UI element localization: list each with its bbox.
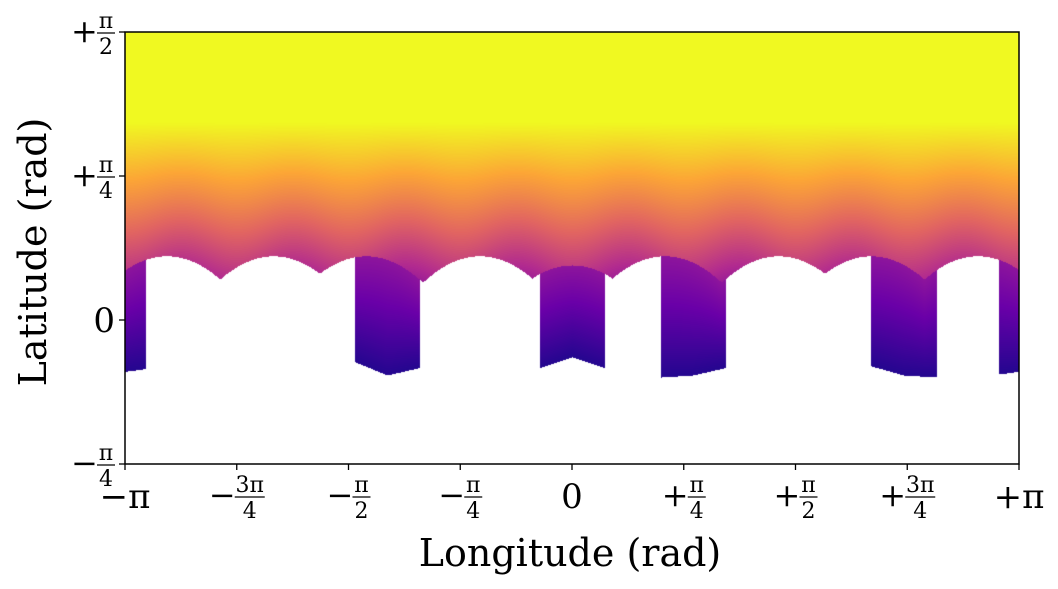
y-axis-title: Latitude (rad)	[11, 118, 55, 387]
x-axis-title: Longitude (rad)	[419, 531, 722, 575]
x-tick-label-sign: +	[774, 476, 801, 514]
y-tick-label-den: 4	[99, 467, 113, 492]
y-tick-label-den: 2	[99, 35, 113, 60]
x-tick-label-text: 0	[561, 477, 583, 517]
x-tick-label-num: π	[690, 473, 704, 498]
x-tick-label-num: π	[466, 473, 480, 498]
x-tick-label-den: 4	[913, 499, 927, 524]
x-tick-label: −3π4	[209, 473, 265, 524]
x-tick-label-den: 2	[802, 499, 816, 524]
y-tick-label: − π4	[71, 441, 115, 492]
x-tick-label: +π	[994, 477, 1045, 517]
x-tick-label-sign: +	[662, 476, 689, 514]
x-tick-label-sign: +	[879, 476, 906, 514]
x-tick-label: + π4	[662, 473, 706, 524]
x-tick-label-num: π	[354, 473, 368, 498]
x-tick-label: 0	[561, 477, 583, 517]
x-tick-label-sign: −	[209, 476, 236, 514]
x-tick-label-text: +π	[994, 477, 1045, 517]
heatmap-field	[125, 32, 1019, 464]
y-tick-label-sign: +	[71, 156, 98, 194]
x-axis: −π −3π4− π2− π4 0 + π4 + π2 +3π4 +π	[100, 464, 1045, 524]
x-tick-label-num: 3π	[236, 473, 264, 498]
y-axis: − π40+ π4+ π2	[71, 9, 125, 492]
x-tick-label-sign: −	[326, 476, 353, 514]
x-tick-label: − π2	[326, 473, 371, 524]
x-tick-label-num: 3π	[906, 473, 934, 498]
y-tick-label-num: π	[99, 441, 113, 466]
x-tick-label-den: 4	[466, 499, 480, 524]
x-tick-label-text: −π	[100, 477, 151, 517]
y-tick-label: 0	[93, 301, 115, 341]
y-tick-label-text: 0	[93, 301, 115, 341]
x-tick-label-den: 2	[354, 499, 368, 524]
y-tick-label-sign: −	[71, 444, 98, 482]
y-tick-label: + π2	[71, 9, 115, 60]
x-tick-label: + π2	[774, 473, 818, 524]
y-tick-label-sign: +	[71, 12, 98, 50]
x-tick-label: −π	[100, 477, 151, 517]
x-tick-label-den: 4	[690, 499, 704, 524]
y-tick-label-den: 4	[99, 179, 113, 204]
x-tick-label: +3π4	[879, 473, 936, 524]
x-tick-label: − π4	[438, 473, 483, 524]
y-tick-label-num: π	[99, 9, 113, 34]
plot-area	[125, 32, 1019, 464]
x-tick-label-sign: −	[438, 476, 465, 514]
x-tick-label-num: π	[801, 473, 815, 498]
x-tick-label-den: 4	[243, 499, 257, 524]
y-tick-label: + π4	[71, 153, 115, 204]
y-tick-label-num: π	[99, 153, 113, 178]
